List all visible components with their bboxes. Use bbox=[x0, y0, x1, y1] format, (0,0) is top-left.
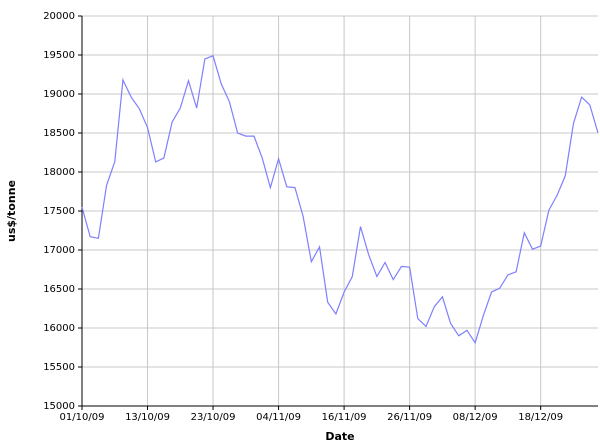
x-tick-label: 23/10/09 bbox=[191, 412, 236, 423]
x-tick-label: 01/10/09 bbox=[60, 412, 105, 423]
x-tick-label: 13/10/09 bbox=[125, 412, 170, 423]
y-tick-label: 15000 bbox=[43, 401, 75, 412]
x-tick-label: 16/11/09 bbox=[322, 412, 367, 423]
y-tick-label: 18500 bbox=[43, 128, 75, 139]
y-tick-label: 17000 bbox=[43, 245, 75, 256]
y-tick-label: 20000 bbox=[43, 11, 75, 22]
x-axis-title: Date bbox=[325, 430, 354, 443]
x-tick-label: 18/12/09 bbox=[518, 412, 563, 423]
y-tick-label: 19500 bbox=[43, 50, 75, 61]
y-tick-label: 17500 bbox=[43, 206, 75, 217]
y-axis-title: us$/tonne bbox=[5, 180, 18, 242]
y-tick-label: 19000 bbox=[43, 89, 75, 100]
x-tick-label: 08/12/09 bbox=[453, 412, 498, 423]
x-tick-label: 04/11/09 bbox=[256, 412, 301, 423]
y-tick-label: 15500 bbox=[43, 362, 75, 373]
y-tick-label: 18000 bbox=[43, 167, 75, 178]
series-line bbox=[81, 54, 599, 345]
y-tick-label: 16500 bbox=[43, 284, 75, 295]
x-tick-label: 26/11/09 bbox=[387, 412, 432, 423]
y-tick-label: 16000 bbox=[43, 323, 75, 334]
